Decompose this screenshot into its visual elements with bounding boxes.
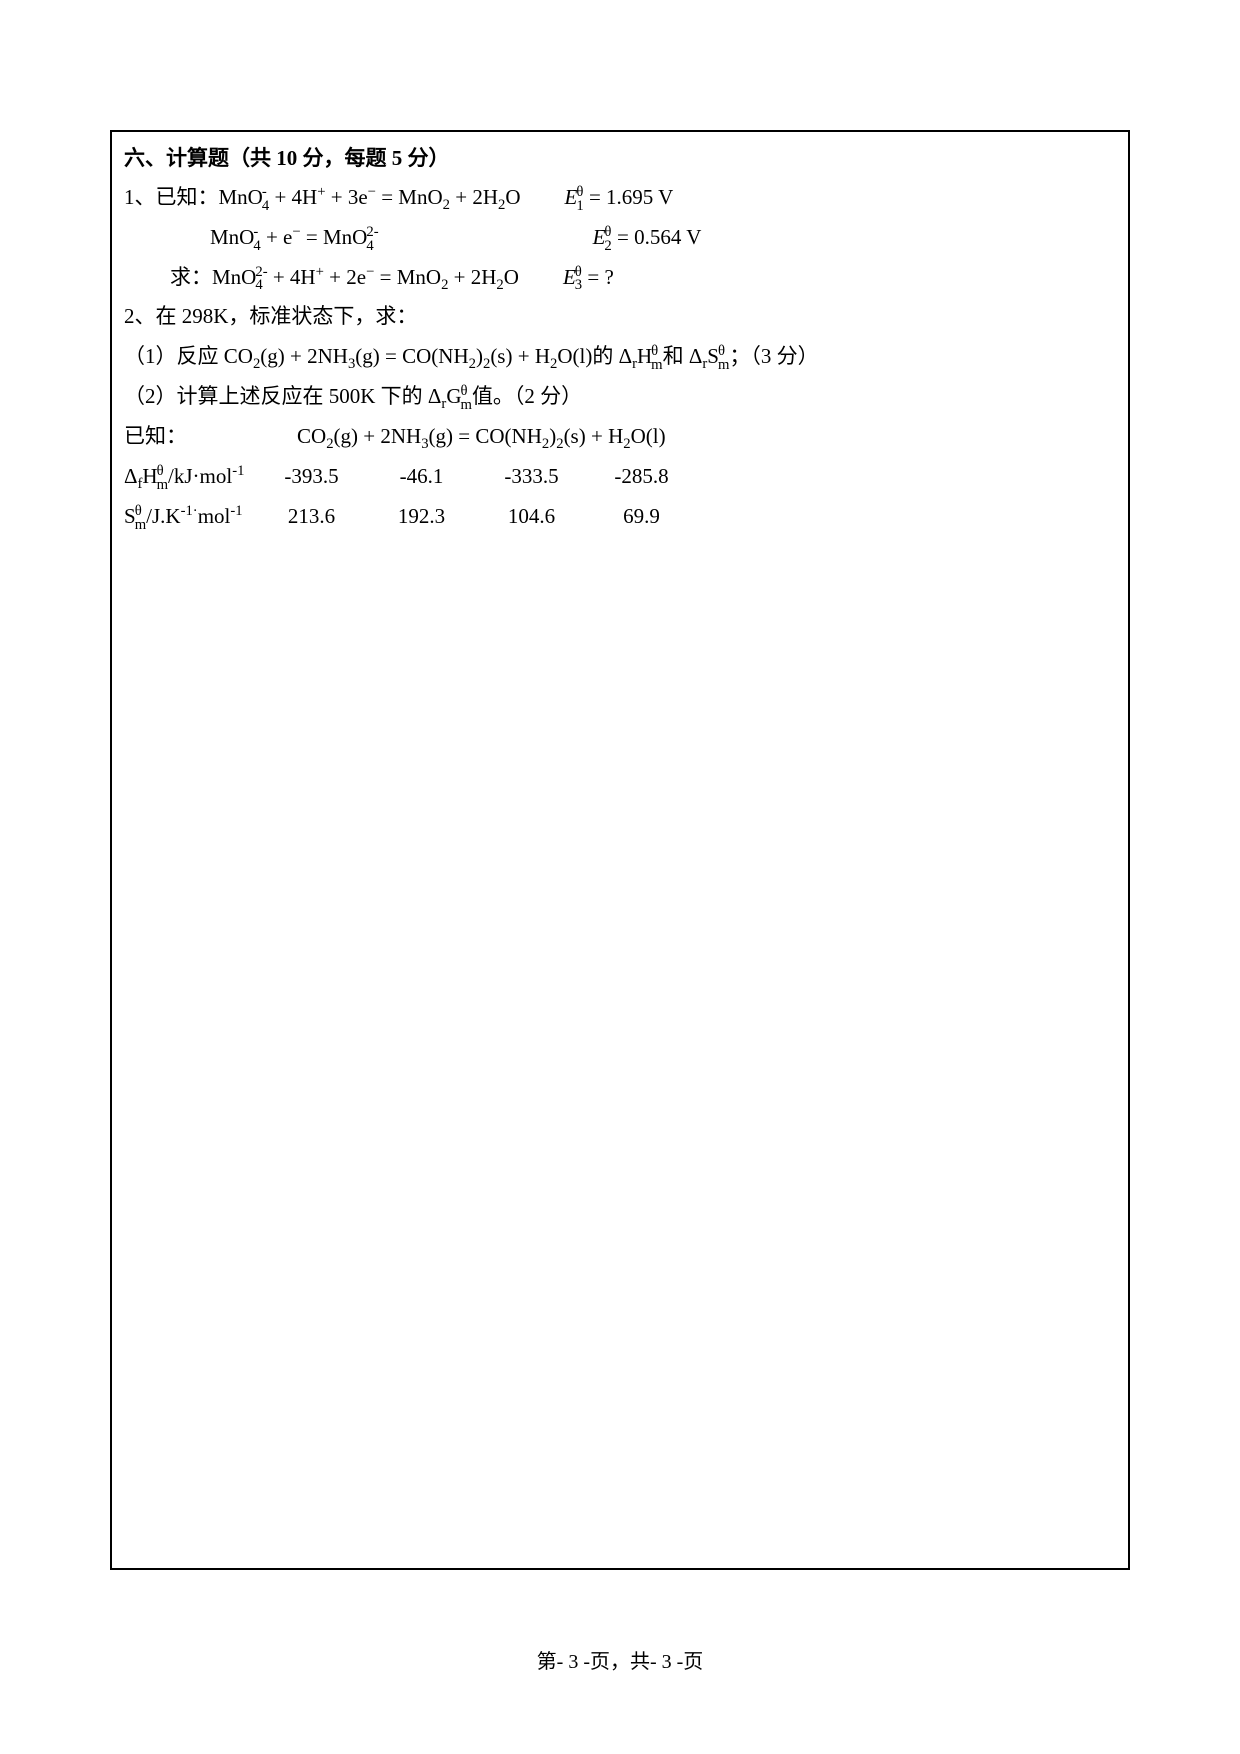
- q2-part1: （1）反应 CO2(g) + 2NH3(g) = CO(NH2)2(s) + H…: [124, 337, 1116, 377]
- q1-line2: MnO-4 + e− = MnO2-4Eθ2 = 0.564 V: [124, 218, 1116, 258]
- thermo-data-table: ΔfHθm/kJ·mol-1 -393.5 -46.1 -333.5 -285.…: [124, 457, 708, 537]
- table-cell: -333.5: [488, 457, 598, 497]
- row2-label: Sθm/J.K-1·mol-1: [124, 497, 268, 537]
- table-cell: 192.3: [378, 497, 488, 537]
- page-footer: 第- 3 -页，共- 3 -页: [0, 1645, 1240, 1674]
- row1-label: ΔfHθm/kJ·mol-1: [124, 457, 268, 497]
- q2-intro: 2、在 298K，标准状态下，求：: [124, 297, 1116, 337]
- section-title: 六、计算题（共 10 分，每题 5 分）: [124, 140, 1116, 178]
- table-cell: 213.6: [268, 497, 378, 537]
- table-cell: 69.9: [598, 497, 708, 537]
- table-cell: -46.1: [378, 457, 488, 497]
- content-frame: 六、计算题（共 10 分，每题 5 分） 1、已知：MnO-4 + 4H+ + …: [110, 130, 1130, 1570]
- table-row: Sθm/J.K-1·mol-1 213.6 192.3 104.6 69.9: [124, 497, 708, 537]
- q2-part2: （2）计算上述反应在 500K 下的 ΔrGθm值。（2 分）: [124, 377, 1116, 417]
- q1-line3: 求：MnO2-4 + 4H+ + 2e− = MnO2 + 2H2OEθ3 = …: [124, 258, 1116, 298]
- table-row: ΔfHθm/kJ·mol-1 -393.5 -46.1 -333.5 -285.…: [124, 457, 708, 497]
- q2-known-line: 已知：CO2(g) + 2NH3(g) = CO(NH2)2(s) + H2O(…: [124, 417, 1116, 457]
- q1-line1: 1、已知：MnO-4 + 4H+ + 3e− = MnO2 + 2H2OEθ1 …: [124, 178, 1116, 218]
- table-cell: 104.6: [488, 497, 598, 537]
- table-cell: -285.8: [598, 457, 708, 497]
- table-cell: -393.5: [268, 457, 378, 497]
